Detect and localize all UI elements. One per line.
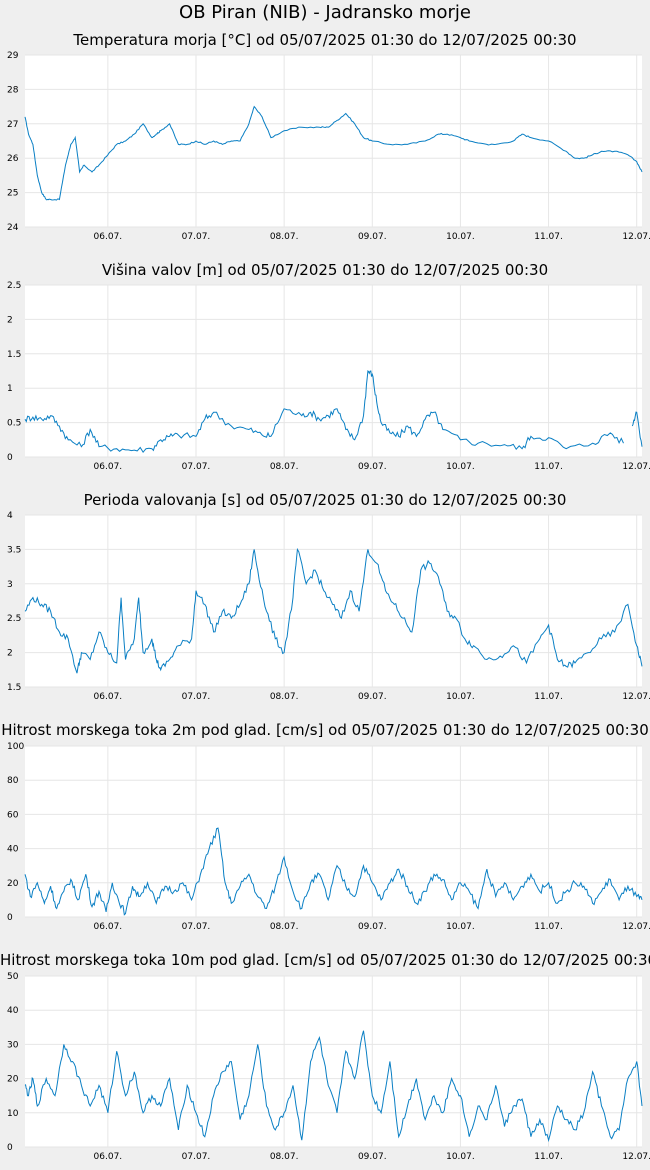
chart-3: 0 20 40 60 80 100 06.07. 07.07. 08.07. 09.07. 10.0… <box>7 742 650 932</box>
x-tick-label: 08.07. <box>270 1152 299 1162</box>
y-tick-label: 40 <box>7 845 19 855</box>
x-tick-label: 06.07. <box>94 922 123 932</box>
y-tick-label: 1.5 <box>7 350 21 360</box>
x-tick-label: 06.07. <box>94 462 123 472</box>
y-tick-label: 20 <box>7 879 19 889</box>
series-line <box>24 369 624 454</box>
chart-4: 0 10 20 30 40 50 06.07. 07.07. 08.07. 09.07. 10.07… <box>7 972 650 1162</box>
x-tick-label: 11.07. <box>534 922 563 932</box>
x-tick-label: 11.07. <box>534 1152 563 1162</box>
chart-title-temperature: Temperatura morja [°C] od 05/07/2025 01:… <box>73 31 577 49</box>
y-tick-label: 26 <box>7 154 19 164</box>
y-tick-label: 0 <box>7 913 13 923</box>
x-tick-label: 07.07. <box>182 232 211 242</box>
y-tick-label: 2.5 <box>7 281 21 291</box>
x-tick-label: 07.07. <box>182 692 211 702</box>
x-tick-label: 08.07. <box>270 232 299 242</box>
x-tick-label: 11.07. <box>534 232 563 242</box>
chart-0: 24 25 26 27 28 29 06.07. 07.07. 08.07. 09.07. 10.0… <box>7 51 650 242</box>
x-tick-label: 10.07. <box>446 232 475 242</box>
x-tick-label: 07.07. <box>182 462 211 472</box>
chart-title-current-2m: Hitrost morskega toka 2m pod glad. [cm/s… <box>1 721 649 739</box>
y-tick-label: 100 <box>7 742 24 752</box>
series-line <box>631 411 643 447</box>
y-tick-label: 50 <box>7 972 19 982</box>
y-tick-label: 4 <box>7 511 13 521</box>
y-tick-label: 1 <box>7 384 13 394</box>
x-tick-label: 10.07. <box>446 462 475 472</box>
y-tick-label: 24 <box>7 223 19 233</box>
plot-area <box>25 285 642 457</box>
y-tick-label: 40 <box>7 1006 19 1016</box>
x-tick-label: 10.07. <box>446 692 475 702</box>
y-tick-label: 30 <box>7 1040 19 1050</box>
page-title: OB Piran (NIB) - Jadransko morje <box>179 2 471 23</box>
y-tick-label: 0.5 <box>7 419 21 429</box>
x-tick-label: 09.07. <box>358 1152 387 1162</box>
plot-area <box>25 746 642 917</box>
x-tick-label: 08.07. <box>270 692 299 702</box>
series-line <box>24 827 643 916</box>
chart-1: 0 0.5 1 1.5 2 2.5 06.07. 07.07. 08.07. 09.07. 10.0… <box>7 281 650 472</box>
y-tick-label: 3 <box>7 580 13 590</box>
x-tick-label: 12.07. <box>622 462 650 472</box>
y-tick-label: 2.5 <box>7 614 21 624</box>
x-tick-label: 07.07. <box>182 922 211 932</box>
x-tick-label: 11.07. <box>534 692 563 702</box>
plot-area <box>25 515 642 687</box>
x-tick-label: 11.07. <box>534 462 563 472</box>
x-tick-label: 09.07. <box>358 462 387 472</box>
y-tick-label: 0 <box>7 453 13 463</box>
x-tick-label: 06.07. <box>94 1152 123 1162</box>
y-tick-label: 25 <box>7 189 18 199</box>
x-tick-label: 08.07. <box>270 462 299 472</box>
chart-2: 1.5 2 2.5 3 3.5 4 06.07. 07.07. 08.07. 09.07. 10.0… <box>7 511 650 702</box>
x-tick-label: 08.07. <box>270 922 299 932</box>
series-line <box>24 1030 643 1143</box>
plot-area <box>25 976 642 1147</box>
x-tick-label: 07.07. <box>182 1152 211 1162</box>
series-line <box>24 547 643 674</box>
y-tick-label: 29 <box>7 51 19 61</box>
y-tick-label: 28 <box>7 85 19 95</box>
x-tick-label: 06.07. <box>94 692 123 702</box>
chart-title-wave-period: Perioda valovanja [s] od 05/07/2025 01:3… <box>83 491 567 509</box>
y-tick-label: 60 <box>7 810 19 820</box>
y-tick-label: 2 <box>7 649 13 659</box>
chart-title-current-10m: Hitrost morskega toka 10m pod glad. [cm/… <box>0 951 650 969</box>
series-line <box>24 105 643 201</box>
x-tick-label: 12.07. <box>622 692 650 702</box>
x-tick-label: 09.07. <box>358 922 387 932</box>
y-tick-label: 20 <box>7 1075 19 1085</box>
x-tick-label: 09.07. <box>358 232 387 242</box>
y-tick-label: 0 <box>7 1143 13 1153</box>
chart-title-wave-height: Višina valov [m] od 05/07/2025 01:30 do … <box>101 261 549 279</box>
x-tick-label: 06.07. <box>94 232 123 242</box>
x-tick-label: 12.07. <box>622 1152 650 1162</box>
y-tick-label: 27 <box>7 120 18 130</box>
plot-area <box>25 55 642 227</box>
x-tick-label: 10.07. <box>446 1152 475 1162</box>
x-tick-label: 09.07. <box>358 692 387 702</box>
y-tick-label: 80 <box>7 776 19 786</box>
y-tick-label: 10 <box>7 1109 19 1119</box>
x-tick-label: 12.07. <box>622 232 650 242</box>
x-tick-label: 10.07. <box>446 922 475 932</box>
x-tick-label: 12.07. <box>622 922 650 932</box>
y-tick-label: 3.5 <box>7 545 21 555</box>
y-tick-label: 1.5 <box>7 683 21 693</box>
y-tick-label: 2 <box>7 315 13 325</box>
